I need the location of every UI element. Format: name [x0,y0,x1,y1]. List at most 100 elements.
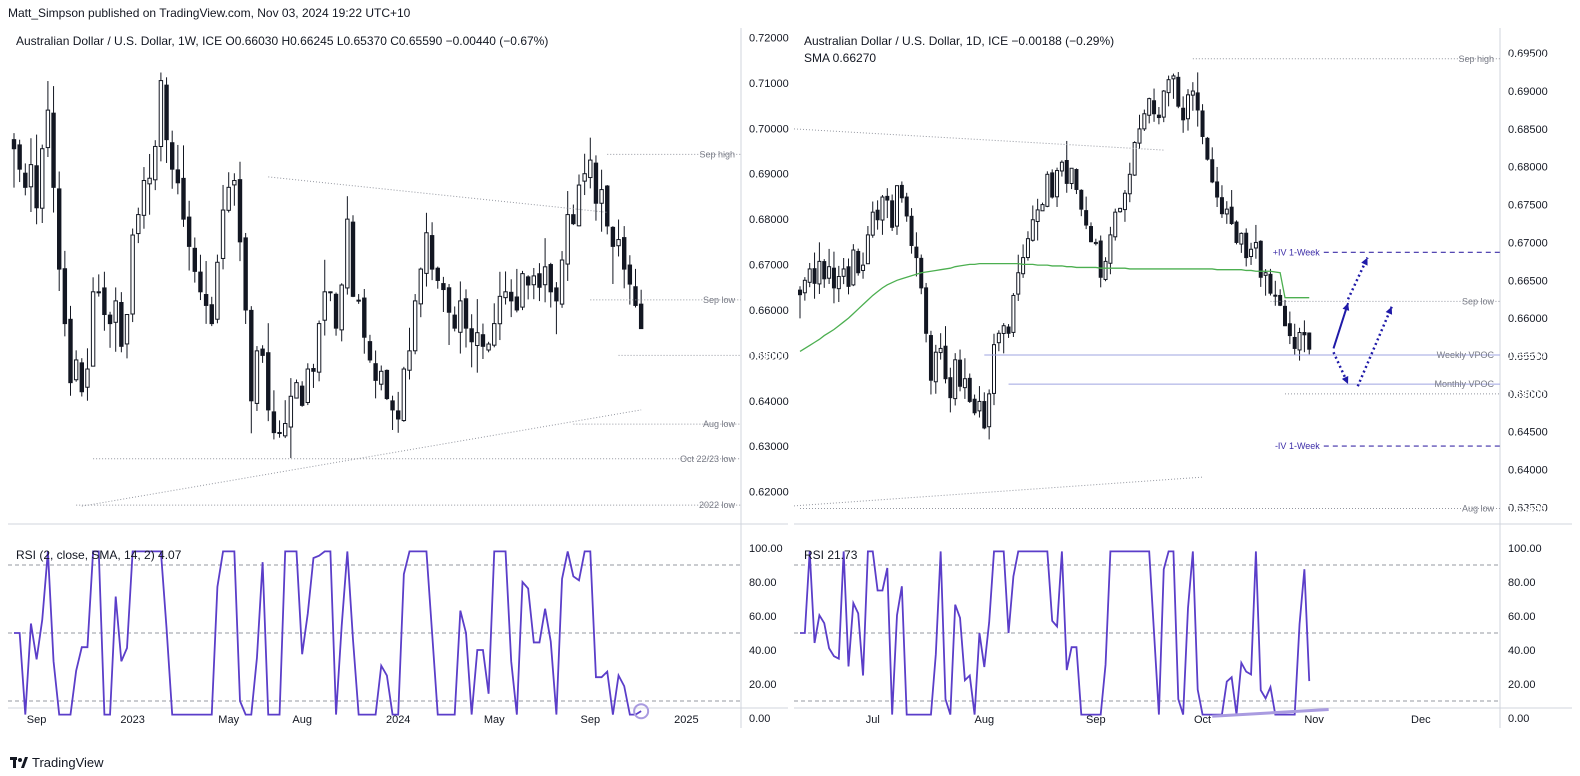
candle-body [1263,272,1268,276]
candle-body [1132,142,1137,176]
daily-rsi-legend: RSI 21.73 [804,548,858,562]
candle-body [418,268,424,305]
candle-body [17,144,22,170]
candle-body [1287,323,1292,337]
price-tick-label: 0.64500 [1508,427,1548,439]
time-tick-label: Sep [27,714,47,726]
candle-body [1011,294,1016,333]
candle-body [429,235,435,270]
candle-body [486,343,491,351]
footer-brand-label: TradingView [32,755,104,770]
candle-body [441,283,446,291]
candle-body [548,264,553,293]
candle-body [299,385,305,406]
candle-body [1001,325,1006,335]
time-tick-label: Aug [975,714,995,726]
candle-body [1166,79,1171,94]
candle-body [28,164,34,188]
candle-body [885,195,890,201]
candle-body [909,215,914,246]
rebound-arrow-dotted [1356,306,1393,387]
candle-body [68,318,73,384]
bull-arrow-head [1342,303,1350,311]
level-label: Monthly VPOC [1434,379,1494,389]
candle-body [1089,226,1093,243]
candle-body [266,352,271,411]
candle-body [962,378,967,389]
time-tick-label: 2023 [120,714,144,726]
candle-body [525,276,531,286]
candle-body [1239,232,1244,245]
candle-body [899,184,904,199]
price-tag-label: 0.65000 [747,350,787,362]
candle-body [953,359,958,400]
price-tick-label: 0.65000 [1508,389,1548,401]
candle-body [90,291,96,367]
candle-body [1253,241,1258,249]
candle-body [1113,211,1118,238]
candle-body [412,300,418,352]
time-tick-label: Jul [866,714,880,726]
candle-body [220,209,226,259]
candle-body [237,179,243,243]
candle-body [170,142,175,170]
candle-body [616,239,621,247]
rsi-line [14,550,642,716]
candle-body [1127,173,1132,195]
daily-chart-panel[interactable]: 0.69500 0.69000 0.68500 0.68000 0.67500 0.670… [793,28,1572,738]
price-tick-label: 0.70000 [749,123,789,135]
candle-body [1098,240,1103,278]
candle-body [107,314,113,325]
candle-body [164,84,169,141]
candle-body [531,275,536,286]
candle-body [1176,76,1181,107]
candle-body [294,382,299,399]
candle-body [1074,169,1079,190]
candle-body [141,180,147,216]
daily-trendline-lower [793,476,1203,507]
daily-legend: Australian Dollar / U.S. Dollar, 1D, ICE… [804,34,1115,48]
weekly-chart-panel[interactable]: 0.72000 0.71000 0.70000 0.69000 0.68000 0.670… [8,28,789,738]
candle-body [322,291,327,321]
candle-body [1030,219,1035,241]
rsi-divergence-line [1212,708,1329,718]
candle-body [880,196,885,221]
price-tick-label: 0.66500 [1508,275,1548,287]
candle-body [407,350,412,371]
candle-body [622,237,627,270]
candle-body [1297,332,1302,351]
candle-body [554,287,559,302]
rsi-tick-label: 20.00 [1508,679,1536,691]
rsi-tick-label: 60.00 [1508,611,1536,623]
candle-body [992,344,996,394]
candle-body [938,347,943,354]
rsi-tick-label: 40.00 [1508,645,1536,657]
candle-body [958,359,963,387]
candle-body [846,266,851,287]
rsi-line [800,550,1311,716]
price-tag-label: 0.66221 [747,295,787,307]
candle-body [599,189,604,204]
price-tag-label: 0.64310 [1506,441,1546,453]
candle-body [102,287,107,316]
footer-brand[interactable]: TradingView [10,755,104,770]
candle-body [1021,257,1026,275]
price-tag-label: 0.63486 [747,419,787,431]
candle-body [1171,75,1176,80]
candle-body [356,299,361,302]
candle-body [226,186,231,211]
candle-body [57,188,62,270]
candle-body [633,286,638,306]
candle-body [34,165,39,209]
candle-body [933,351,938,383]
tradingview-logo-icon [10,756,28,769]
candle-body [559,259,565,305]
candle-body [914,246,919,259]
time-tick-label: Sep [581,714,601,726]
candle-body [1302,332,1307,336]
price-tag-label: 0.65514 [1506,350,1547,362]
candle-body [582,173,587,182]
candle-body [311,368,316,372]
price-tag-label: 0.65590 [747,324,787,336]
candle-body [1224,208,1229,215]
